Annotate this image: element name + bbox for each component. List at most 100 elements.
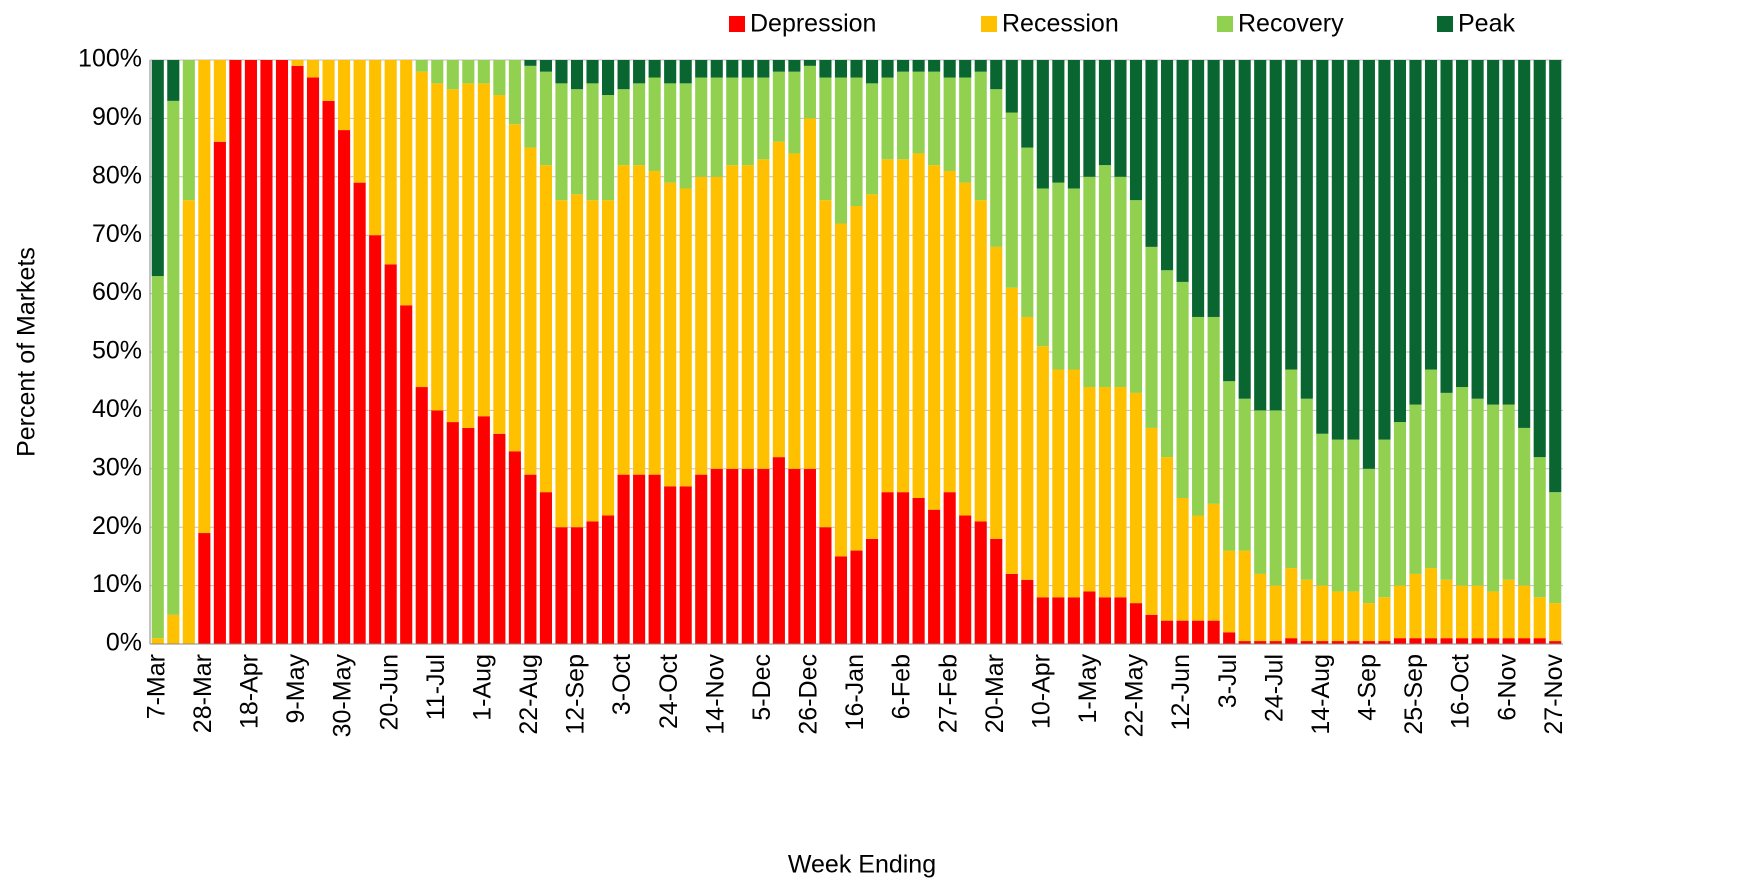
bar-segment	[710, 468, 723, 644]
bar-segment	[477, 83, 490, 417]
bar-segment	[788, 71, 801, 154]
bar-segment	[1409, 404, 1422, 574]
bar-segment	[369, 60, 382, 236]
bar-segment	[897, 159, 910, 493]
bar-segment	[819, 527, 832, 644]
bar-segment	[695, 60, 708, 78]
bar-segment	[586, 200, 599, 522]
bar-segment	[1487, 591, 1500, 639]
bar-segment	[1378, 439, 1391, 598]
bar-segment	[881, 60, 894, 78]
bar-segment	[508, 60, 521, 125]
bar-segment	[1347, 591, 1360, 642]
bar-segment	[757, 77, 770, 160]
bar-segment	[1269, 585, 1282, 642]
legend-swatch	[1437, 16, 1453, 32]
bar-segment	[1005, 573, 1018, 644]
bar-segment	[943, 170, 956, 493]
bar-segment	[1316, 585, 1329, 642]
x-tick-label: 1-May	[1074, 654, 1102, 724]
bar-segment	[353, 60, 366, 183]
bar-segment	[1098, 60, 1111, 166]
bar-segment	[586, 60, 599, 84]
bar-segment	[400, 305, 413, 644]
legend-swatch	[729, 16, 745, 32]
bar-segment	[943, 492, 956, 644]
bar-segment	[1021, 579, 1034, 644]
bar-segment	[1238, 641, 1251, 644]
bar-segment	[338, 60, 351, 131]
bar-segment	[1067, 188, 1080, 370]
bar-segment	[508, 124, 521, 452]
bar-segment	[338, 130, 351, 644]
bar-segment	[1067, 369, 1080, 598]
x-tick-label: 27-Nov	[1540, 654, 1568, 735]
bar-segment	[1021, 316, 1034, 580]
bar-segment	[1223, 381, 1236, 551]
bar-segment	[1160, 620, 1174, 644]
legend-swatch	[1217, 16, 1233, 32]
bar-segment	[1254, 573, 1267, 642]
bar-segment	[384, 60, 397, 265]
bar-segment	[757, 468, 770, 644]
bar-segment	[741, 165, 754, 469]
x-tick-label: 9-May	[282, 654, 310, 724]
bar-segment	[1238, 398, 1251, 551]
y-tick-label: 70%	[92, 220, 142, 248]
bar-segment	[1393, 422, 1407, 586]
bar-segment	[1533, 457, 1546, 598]
legend-label: Peak	[1458, 10, 1515, 38]
bar-segment	[462, 83, 475, 428]
bar-segment	[1487, 404, 1500, 592]
bar-segment	[633, 60, 646, 84]
bar-segment	[602, 515, 615, 644]
bar-segment	[1052, 60, 1065, 183]
bar-segment	[1285, 568, 1298, 639]
bar-segment	[431, 60, 444, 84]
bar-segment	[1145, 614, 1158, 644]
bar-segment	[1160, 270, 1174, 458]
bar-segment	[198, 533, 211, 644]
bar-segment	[1005, 287, 1018, 574]
y-tick-label: 20%	[92, 512, 142, 540]
bar-segment	[1160, 457, 1174, 621]
bar-segment	[555, 60, 568, 84]
bar-segment	[1005, 60, 1018, 113]
bar-segment	[943, 60, 956, 78]
bar-segment	[1471, 638, 1484, 644]
bar-segment	[431, 410, 444, 644]
bar-segment	[570, 60, 584, 90]
bar-segment	[1440, 392, 1453, 580]
bar-segment	[244, 60, 257, 644]
bar-segment	[1362, 468, 1375, 604]
bar-segment	[446, 60, 459, 90]
bar-segment	[555, 200, 568, 528]
bar-segment	[493, 95, 506, 434]
bar-segment	[881, 159, 894, 493]
y-tick-label: 0%	[106, 629, 142, 657]
bar-segment	[524, 65, 537, 148]
bar-segment	[974, 521, 987, 644]
bar-segment	[881, 77, 894, 160]
bar-segment	[617, 60, 630, 90]
bar-segment	[570, 89, 584, 195]
bar-segment	[1052, 597, 1065, 644]
bar-segment	[1502, 638, 1515, 644]
legend-label: Recession	[1002, 10, 1119, 38]
bar-segment	[1549, 603, 1562, 642]
bar-segment	[167, 100, 180, 615]
bar-segment	[1285, 638, 1298, 644]
bar-segment	[1067, 60, 1080, 189]
legend-label: Depression	[750, 10, 876, 38]
bar-segment	[1223, 60, 1236, 382]
bar-segment	[462, 427, 475, 644]
bar-segment	[1316, 433, 1329, 586]
bar-segment	[1036, 346, 1049, 598]
bar-segment	[275, 60, 289, 644]
bar-segment	[1300, 579, 1313, 642]
bar-segment	[865, 83, 879, 195]
bar-segment	[1114, 60, 1127, 177]
bar-segment	[1052, 182, 1065, 370]
bar-segment	[695, 176, 708, 475]
